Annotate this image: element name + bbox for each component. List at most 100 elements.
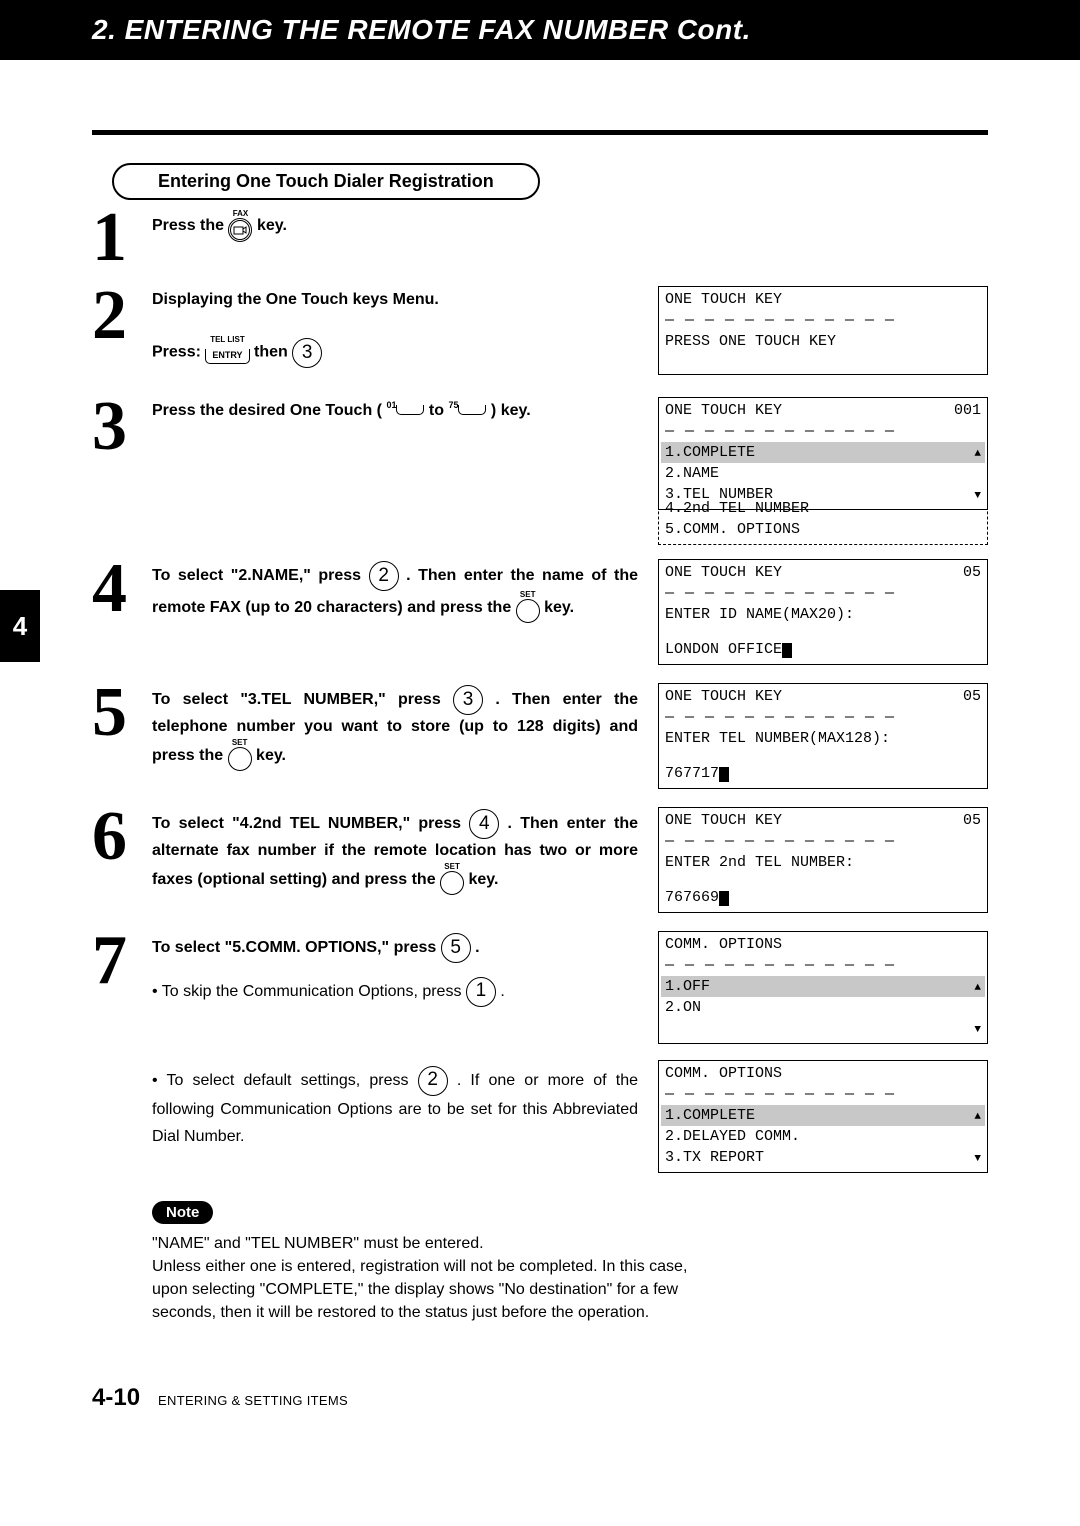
cursor-icon xyxy=(719,767,729,782)
step-6: 6 To select "4.2nd TEL NUMBER," press 4 … xyxy=(92,807,988,925)
text-fragment: Press the xyxy=(152,217,228,234)
down-arrow-icon xyxy=(974,1018,981,1039)
lcd-line: 2.NAME xyxy=(665,463,981,484)
lcd-line: ENTER 2nd TEL NUMBER: xyxy=(665,852,981,873)
step-text: To select "2.NAME," press 2 . Then enter… xyxy=(152,561,638,624)
fax-key-icon: FAX xyxy=(228,210,252,242)
lcd-line: COMM. OPTIONS xyxy=(665,1063,981,1084)
divider xyxy=(92,130,988,135)
text-fragment: ) key. xyxy=(491,402,531,419)
cursor-icon xyxy=(719,891,729,906)
up-arrow-icon xyxy=(974,442,981,463)
lcd-display: COMM. OPTIONS — — — — — — — — — — — — 1.… xyxy=(658,931,988,1044)
lcd-divider: — — — — — — — — — — — — xyxy=(665,831,981,852)
lcd-line: ENTER TEL NUMBER(MAX128): xyxy=(665,728,981,749)
text-fragment: Press: xyxy=(152,344,205,361)
text-fragment: key. xyxy=(257,217,287,234)
lcd-display: COMM. OPTIONS — — — — — — — — — — — — 1.… xyxy=(658,1060,988,1173)
tel-list-label: TEL LIST xyxy=(205,336,249,344)
page-number: 4-10 xyxy=(92,1384,140,1412)
text-fragment: To select "2.NAME," press xyxy=(152,567,369,584)
lcd-line: ONE TOUCH KEY05 xyxy=(665,686,981,707)
step-text: To select "5.COMM. OPTIONS," press 5 . xyxy=(152,933,638,963)
lcd-line: LONDON OFFICE xyxy=(665,639,981,660)
step-4: 4 To select "2.NAME," press 2 . Then ent… xyxy=(92,559,988,677)
lcd-divider: — — — — — — — — — — — — xyxy=(665,421,981,442)
section-name: ENTERING & SETTING ITEMS xyxy=(158,1393,348,1408)
text-fragment: key. xyxy=(469,871,499,888)
lcd-line-highlighted: 1.COMPLETE xyxy=(661,1105,985,1126)
lcd-display: ONE TOUCH KEY05 — — — — — — — — — — — — … xyxy=(658,683,988,789)
lcd-line: 2.ON xyxy=(665,997,981,1018)
lcd-line: 767717 xyxy=(665,763,981,784)
step-number: 7 xyxy=(92,931,152,991)
set-key-icon: SET xyxy=(440,863,464,896)
lcd-line: ONE TOUCH KEY001 xyxy=(665,400,981,421)
step-number: 1 xyxy=(92,208,152,268)
text-fragment: To select "4.2nd TEL NUMBER," press xyxy=(152,815,469,832)
text-fragment: To select default settings, press xyxy=(166,1072,417,1089)
down-arrow-icon xyxy=(974,1147,981,1168)
set-key-icon: SET xyxy=(228,739,252,772)
step-2: 2 Displaying the One Touch keys Menu. Pr… xyxy=(92,286,988,387)
lcd-line: 767669 xyxy=(665,887,981,908)
one-touch-75-icon: 75 xyxy=(448,403,486,417)
step-number: 4 xyxy=(92,559,152,619)
lcd-divider: — — — — — — — — — — — — xyxy=(665,1084,981,1105)
key-3-icon: 3 xyxy=(292,338,322,368)
note-label: Note xyxy=(152,1201,213,1224)
lcd-line: ONE TOUCH KEY05 xyxy=(665,562,981,583)
text-fragment: . xyxy=(475,939,479,956)
note-text: "NAME" and "TEL NUMBER" must be entered.… xyxy=(152,1232,692,1325)
text-fragment: then xyxy=(254,344,292,361)
key-1-icon: 1 xyxy=(466,977,496,1007)
step-7-cont: • To select default settings, press 2 . … xyxy=(92,1060,988,1185)
one-touch-01-icon: 01 xyxy=(386,403,424,417)
cursor-icon xyxy=(782,643,792,658)
step-text: To select "4.2nd TEL NUMBER," press 4 . … xyxy=(152,809,638,897)
lcd-line: 2.DELAYED COMM. xyxy=(665,1126,981,1147)
step-number: 3 xyxy=(92,397,152,457)
lcd-line: 5.COMM. OPTIONS xyxy=(665,519,981,540)
page-header: 2. ENTERING THE REMOTE FAX NUMBER Cont. xyxy=(0,0,1080,60)
step-5: 5 To select "3.TEL NUMBER," press 3 . Th… xyxy=(92,683,988,801)
content-area: 4 Entering One Touch Dialer Registration… xyxy=(0,60,1080,1432)
step-7: 7 To select "5.COMM. OPTIONS," press 5 .… xyxy=(92,931,988,1056)
lcd-line: ONE TOUCH KEY05 xyxy=(665,810,981,831)
lcd-line: 3.TEL NUMBER xyxy=(665,484,981,505)
lcd-divider: — — — — — — — — — — — — xyxy=(665,310,981,331)
step-number: 6 xyxy=(92,807,152,867)
lcd-display: ONE TOUCH KEY05 — — — — — — — — — — — — … xyxy=(658,807,988,913)
page-footer: 4-10 ENTERING & SETTING ITEMS xyxy=(92,1384,988,1412)
key-4-icon: 4 xyxy=(469,809,499,839)
text-fragment: key. xyxy=(256,747,286,764)
step-number: 5 xyxy=(92,683,152,743)
lcd-line: ENTER ID NAME(MAX20): xyxy=(665,604,981,625)
text-fragment: To skip the Communication Options, press xyxy=(162,983,466,1000)
text-fragment: Press the desired One Touch ( xyxy=(152,402,386,419)
up-arrow-icon xyxy=(974,976,981,997)
step-text: Displaying the One Touch keys Menu. xyxy=(152,288,638,313)
chapter-tab: 4 xyxy=(0,590,40,662)
key-5-icon: 5 xyxy=(441,933,471,963)
note-section: Note "NAME" and "TEL NUMBER" must be ent… xyxy=(152,1191,988,1325)
lcd-line xyxy=(665,1018,981,1039)
lcd-display: ONE TOUCH KEY001 — — — — — — — — — — — —… xyxy=(658,397,988,510)
text-fragment: . xyxy=(500,983,504,1000)
lcd-line: PRESS ONE TOUCH KEY xyxy=(665,331,981,352)
key-2-icon: 2 xyxy=(418,1066,448,1096)
lcd-line: 3.TX REPORT xyxy=(665,1147,981,1168)
step-number: 2 xyxy=(92,286,152,346)
fax-label: FAX xyxy=(233,210,249,218)
bullet-item: • To select default settings, press 2 . … xyxy=(152,1066,638,1150)
lcd-line: COMM. OPTIONS xyxy=(665,934,981,955)
lcd-display: ONE TOUCH KEY — — — — — — — — — — — — PR… xyxy=(658,286,988,375)
lcd-divider: — — — — — — — — — — — — xyxy=(665,583,981,604)
up-arrow-icon xyxy=(974,1105,981,1126)
lcd-divider: — — — — — — — — — — — — xyxy=(665,707,981,728)
key-2-icon: 2 xyxy=(369,561,399,591)
down-arrow-icon xyxy=(974,484,981,505)
text-fragment: to xyxy=(429,402,449,419)
text-fragment: To select "3.TEL NUMBER," press xyxy=(152,691,453,708)
text-fragment: To select "5.COMM. OPTIONS," press xyxy=(152,939,441,956)
